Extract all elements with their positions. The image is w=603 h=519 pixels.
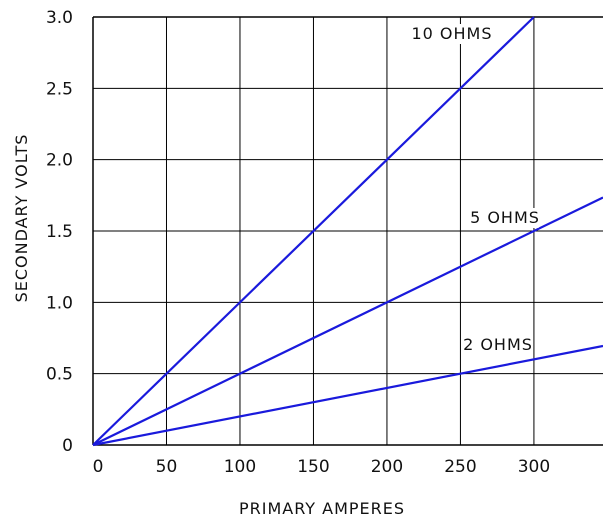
labels: 10 OHMS 5 OHMS 2 OHMS 0 50 100 150 200 250 300 0 0.… [46, 8, 550, 477]
y-tick-label-2.5: 2.5 [46, 79, 73, 99]
y-tick-label-0.5: 0.5 [46, 365, 73, 385]
series-line-2 [92, 196, 603, 446]
series-label-backing-3 [464, 335, 532, 355]
x-tick-label-100: 100 [224, 457, 256, 477]
series-label-backing-1 [413, 24, 491, 44]
series-label-2: 5 OHMS [470, 208, 540, 227]
y-tick-label-1: 1.0 [46, 293, 73, 313]
series-lines [92, 16, 603, 447]
x-tick-label-300: 300 [518, 457, 550, 477]
series-label-backing-2 [471, 208, 539, 228]
y-tick-label-2: 2.0 [46, 151, 73, 171]
x-tick-label-50: 50 [156, 457, 178, 477]
series-line-1 [92, 16, 535, 446]
x-tick-label-200: 200 [371, 457, 403, 477]
x-tick-label-150: 150 [297, 457, 329, 477]
x-tick-label-250: 250 [444, 457, 476, 477]
y-tick-label-0: 0 [62, 436, 73, 456]
x-tick-label-0: 0 [93, 457, 104, 477]
series-line-3 [92, 344, 603, 447]
y-axis-title: SECONDARY VOLTS [12, 134, 31, 303]
series-label-3: 2 OHMS [463, 335, 533, 354]
x-axis-title: PRIMARY AMPERES [239, 499, 405, 518]
grid [92, 16, 603, 446]
series-label-1: 10 OHMS [411, 24, 492, 43]
y-tick-label-1.5: 1.5 [46, 222, 73, 242]
y-tick-label-3: 3.0 [46, 8, 73, 28]
